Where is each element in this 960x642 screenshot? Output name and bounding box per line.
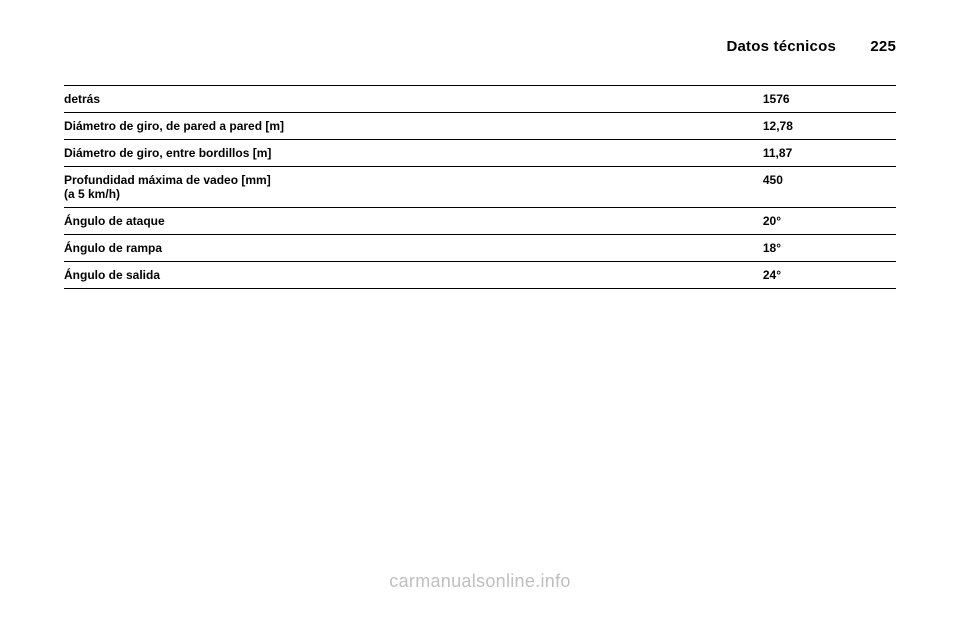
- spec-label: detrás: [64, 86, 763, 113]
- spec-label: Ángulo de salida: [64, 262, 763, 289]
- spec-label-text: Diámetro de giro, de pared a pared [m]: [64, 119, 284, 133]
- spec-label-text: Profundidad máxima de vadeo [mm]: [64, 173, 271, 187]
- spec-label-text: Ángulo de salida: [64, 268, 160, 282]
- spec-label-text: detrás: [64, 92, 100, 106]
- table-row: Ángulo de salida 24°: [64, 262, 896, 289]
- spec-label: Diámetro de giro, de pared a pared [m]: [64, 113, 763, 140]
- page-container: Datos técnicos 225 detrás 1576 Diámetro …: [0, 0, 960, 642]
- spec-sublabel: (a 5 km/h): [64, 187, 759, 201]
- table-row: detrás 1576: [64, 86, 896, 113]
- spec-table: detrás 1576 Diámetro de giro, de pared a…: [64, 85, 896, 289]
- table-row: Ángulo de rampa 18°: [64, 235, 896, 262]
- spec-label: Ángulo de rampa: [64, 235, 763, 262]
- spec-label-text: Diámetro de giro, entre bordillos [m]: [64, 146, 271, 160]
- spec-value: 12,78: [763, 113, 896, 140]
- spec-label-text: Ángulo de ataque: [64, 214, 165, 228]
- spec-label: Diámetro de giro, entre bordillos [m]: [64, 140, 763, 167]
- spec-value: 1576: [763, 86, 896, 113]
- spec-table-body: detrás 1576 Diámetro de giro, de pared a…: [64, 86, 896, 289]
- spec-value: 450: [763, 167, 896, 208]
- spec-label-text: Ángulo de rampa: [64, 241, 162, 255]
- section-title: Datos técnicos: [726, 38, 836, 55]
- spec-label: Ángulo de ataque: [64, 208, 763, 235]
- page-number: 225: [870, 38, 896, 55]
- table-row: Diámetro de giro, de pared a pared [m] 1…: [64, 113, 896, 140]
- watermark-text: carmanualsonline.info: [0, 571, 960, 592]
- page-header: Datos técnicos 225: [64, 38, 896, 55]
- spec-value: 24°: [763, 262, 896, 289]
- spec-value: 11,87: [763, 140, 896, 167]
- spec-value: 18°: [763, 235, 896, 262]
- spec-value: 20°: [763, 208, 896, 235]
- table-row: Diámetro de giro, entre bordillos [m] 11…: [64, 140, 896, 167]
- spec-label: Profundidad máxima de vadeo [mm] (a 5 km…: [64, 167, 763, 208]
- table-row: Ángulo de ataque 20°: [64, 208, 896, 235]
- table-row: Profundidad máxima de vadeo [mm] (a 5 km…: [64, 167, 896, 208]
